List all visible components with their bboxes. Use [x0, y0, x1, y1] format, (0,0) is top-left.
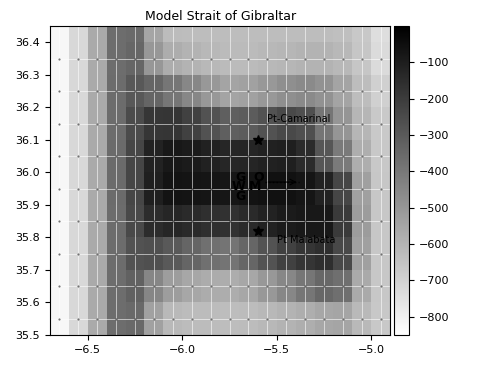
Text: O: O [254, 171, 264, 184]
Title: Model Strait of Gibraltar: Model Strait of Gibraltar [144, 10, 296, 23]
Text: G: G [236, 190, 246, 203]
Text: Pt-Camarinal: Pt-Camarinal [268, 113, 330, 124]
Text: M: M [249, 180, 262, 193]
Text: G: G [236, 171, 246, 184]
Text: W: W [231, 180, 245, 193]
Text: Pt Malabata: Pt Malabata [277, 235, 335, 246]
